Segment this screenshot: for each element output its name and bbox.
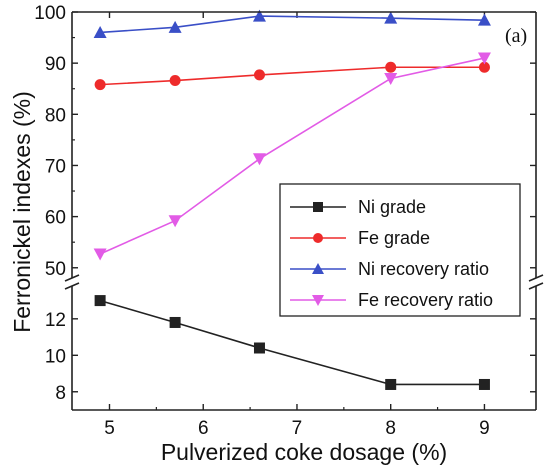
series-layer: [93, 9, 491, 390]
x-axis-title: Pulverized coke dosage (%): [161, 439, 447, 465]
legend-item: Ni grade: [290, 197, 426, 217]
series-ni-recovery-ratio: [93, 9, 491, 38]
y-tick-label: 80: [45, 105, 66, 126]
axis-break-mark: [64, 282, 80, 290]
x-tick-label: 8: [385, 418, 396, 439]
data-point: [93, 248, 107, 261]
y-tick-label: 70: [45, 156, 66, 177]
data-point: [477, 13, 491, 26]
y-tick-label: 50: [45, 259, 66, 280]
legend-item: Fe grade: [290, 228, 430, 248]
data-point: [385, 61, 397, 73]
legend-item: Ni recovery ratio: [290, 259, 489, 279]
x-tick-label: 9: [479, 418, 490, 439]
x-tick-label: 6: [198, 418, 209, 439]
data-point: [313, 202, 323, 212]
y-tick-label: 60: [45, 208, 66, 229]
data-point: [252, 153, 266, 166]
data-point: [94, 79, 106, 91]
data-point: [384, 11, 398, 24]
data-point: [168, 20, 182, 33]
legend-item: Fe recovery ratio: [290, 290, 493, 310]
data-point: [478, 61, 490, 73]
legend-label: Fe grade: [358, 228, 430, 248]
data-point: [252, 9, 266, 22]
series-fe-grade: [94, 61, 490, 91]
y-tick-label: 100: [34, 3, 66, 24]
data-point: [478, 378, 490, 390]
series-ni-grade: [94, 295, 490, 390]
data-point: [168, 215, 182, 228]
panel-label: (a): [505, 25, 527, 47]
legend-label: Ni grade: [358, 197, 426, 217]
data-point: [169, 316, 181, 328]
data-point: [94, 295, 106, 307]
legend-label: Fe recovery ratio: [358, 290, 493, 310]
tick-labels: 5 6 7 8 9 50 60 70 80 90 100 8 10 12: [34, 3, 489, 439]
series-fe-recovery-ratio: [93, 52, 491, 261]
axis-break-mark: [64, 274, 80, 282]
data-point: [93, 25, 107, 38]
data-point: [385, 378, 397, 390]
y-tick-label: 90: [45, 54, 66, 75]
x-tick-label: 7: [292, 418, 303, 439]
axis-break-mark: [528, 282, 544, 290]
data-point: [313, 233, 323, 243]
data-point: [477, 52, 491, 65]
y-tick-label: 10: [45, 346, 66, 367]
data-point: [312, 263, 324, 274]
x-tick-label: 5: [104, 418, 115, 439]
axis-break-mark: [528, 274, 544, 282]
y-axis-title: Ferronickel indexes (%): [9, 91, 35, 333]
y-tick-label: 8: [55, 383, 66, 404]
y-tick-label: 12: [45, 310, 66, 331]
data-point: [169, 75, 181, 87]
data-point: [253, 69, 265, 81]
data-point: [253, 342, 265, 354]
legend: Ni grade Fe grade Ni recovery ratio Fe reco…: [279, 183, 521, 317]
data-point: [312, 295, 324, 306]
data-point: [384, 73, 398, 85]
axes: [64, 11, 544, 411]
legend-label: Ni recovery ratio: [358, 259, 489, 279]
